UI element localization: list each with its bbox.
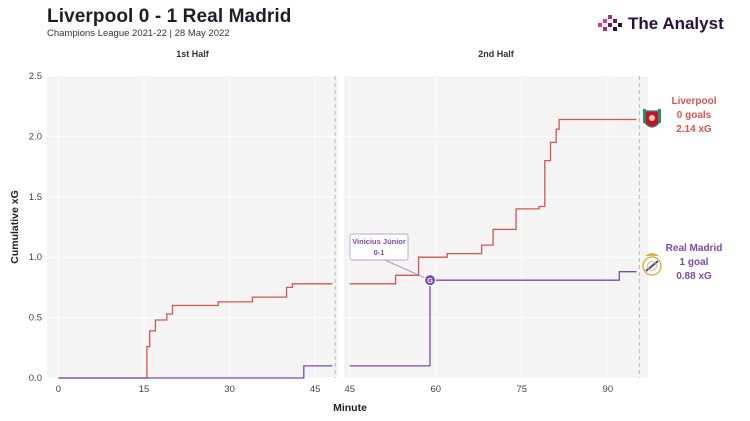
analyst-logo-icon: [598, 15, 622, 31]
y-tick-label: 2.5: [29, 71, 42, 82]
panel-background: [344, 76, 648, 378]
y-tick-label: 1.0: [29, 252, 42, 263]
crest-crown: [645, 253, 659, 256]
real-madrid-end-label-goals: 1 goal: [680, 257, 709, 268]
real-madrid-xg-line-first-half: [58, 365, 333, 379]
goal-score-label: 0-1: [374, 248, 385, 257]
real-madrid-end-label-xg: 0.88 xG: [676, 271, 712, 282]
crest-band: [645, 260, 659, 272]
x-tick-label: 45: [344, 384, 355, 395]
x-tick-label: 0: [56, 384, 61, 395]
liverpool-end-label-goals: 0 goals: [677, 110, 712, 121]
crest-bird: [649, 115, 655, 121]
x-axis-title: Minute: [333, 402, 367, 414]
liverpool-end-label-team: Liverpool: [671, 96, 716, 107]
x-tick-label: 15: [139, 384, 150, 395]
brand-logo: The Analyst: [598, 13, 724, 35]
liverpool-end-label-xg: 2.14 xG: [676, 124, 712, 135]
liverpool-xg-line-second-half: [349, 118, 637, 285]
y-axis-title: Cumulative xG: [9, 190, 21, 264]
x-tick-label: 90: [603, 384, 614, 395]
crest-flame-left: [643, 109, 646, 123]
real-madrid-end-label-team: Real Madrid: [666, 243, 723, 254]
y-tick-label: 0.0: [29, 373, 42, 384]
y-tick-label: 2.0: [29, 131, 42, 142]
goal-annotation-box: [349, 233, 409, 261]
goal-annotation-connector: [384, 259, 431, 281]
panel-background: [47, 76, 338, 378]
x-tick-label: 30: [224, 384, 235, 395]
crest-flame-right: [658, 109, 661, 123]
y-tick-label: 1.5: [29, 192, 42, 203]
goal-marker: [424, 274, 437, 287]
y-tick-label: 0.5: [29, 313, 42, 324]
panel-title: 2nd Half: [478, 49, 515, 59]
crest-inner: [647, 261, 657, 271]
page-title: Liverpool 0 - 1 Real Madrid: [47, 6, 292, 27]
x-tick-label: 75: [517, 384, 528, 395]
real-madrid-xg-line-second-half: [349, 271, 637, 367]
liverpool-crest-icon: [643, 109, 661, 128]
brand-name: The Analyst: [628, 14, 724, 33]
goal-marker-label: G: [427, 276, 433, 285]
x-tick-label: 45: [310, 384, 321, 395]
real-madrid-crest-icon: [642, 253, 662, 276]
liverpool-xg-line-first-half: [58, 283, 333, 379]
goal-scorer-label: Vinicius Júnior: [352, 237, 406, 246]
x-tick-label: 60: [430, 384, 441, 395]
panel-title: 1st Half: [176, 49, 210, 59]
page-subtitle: Champions League 2021-22 | 28 May 2022: [47, 28, 230, 39]
